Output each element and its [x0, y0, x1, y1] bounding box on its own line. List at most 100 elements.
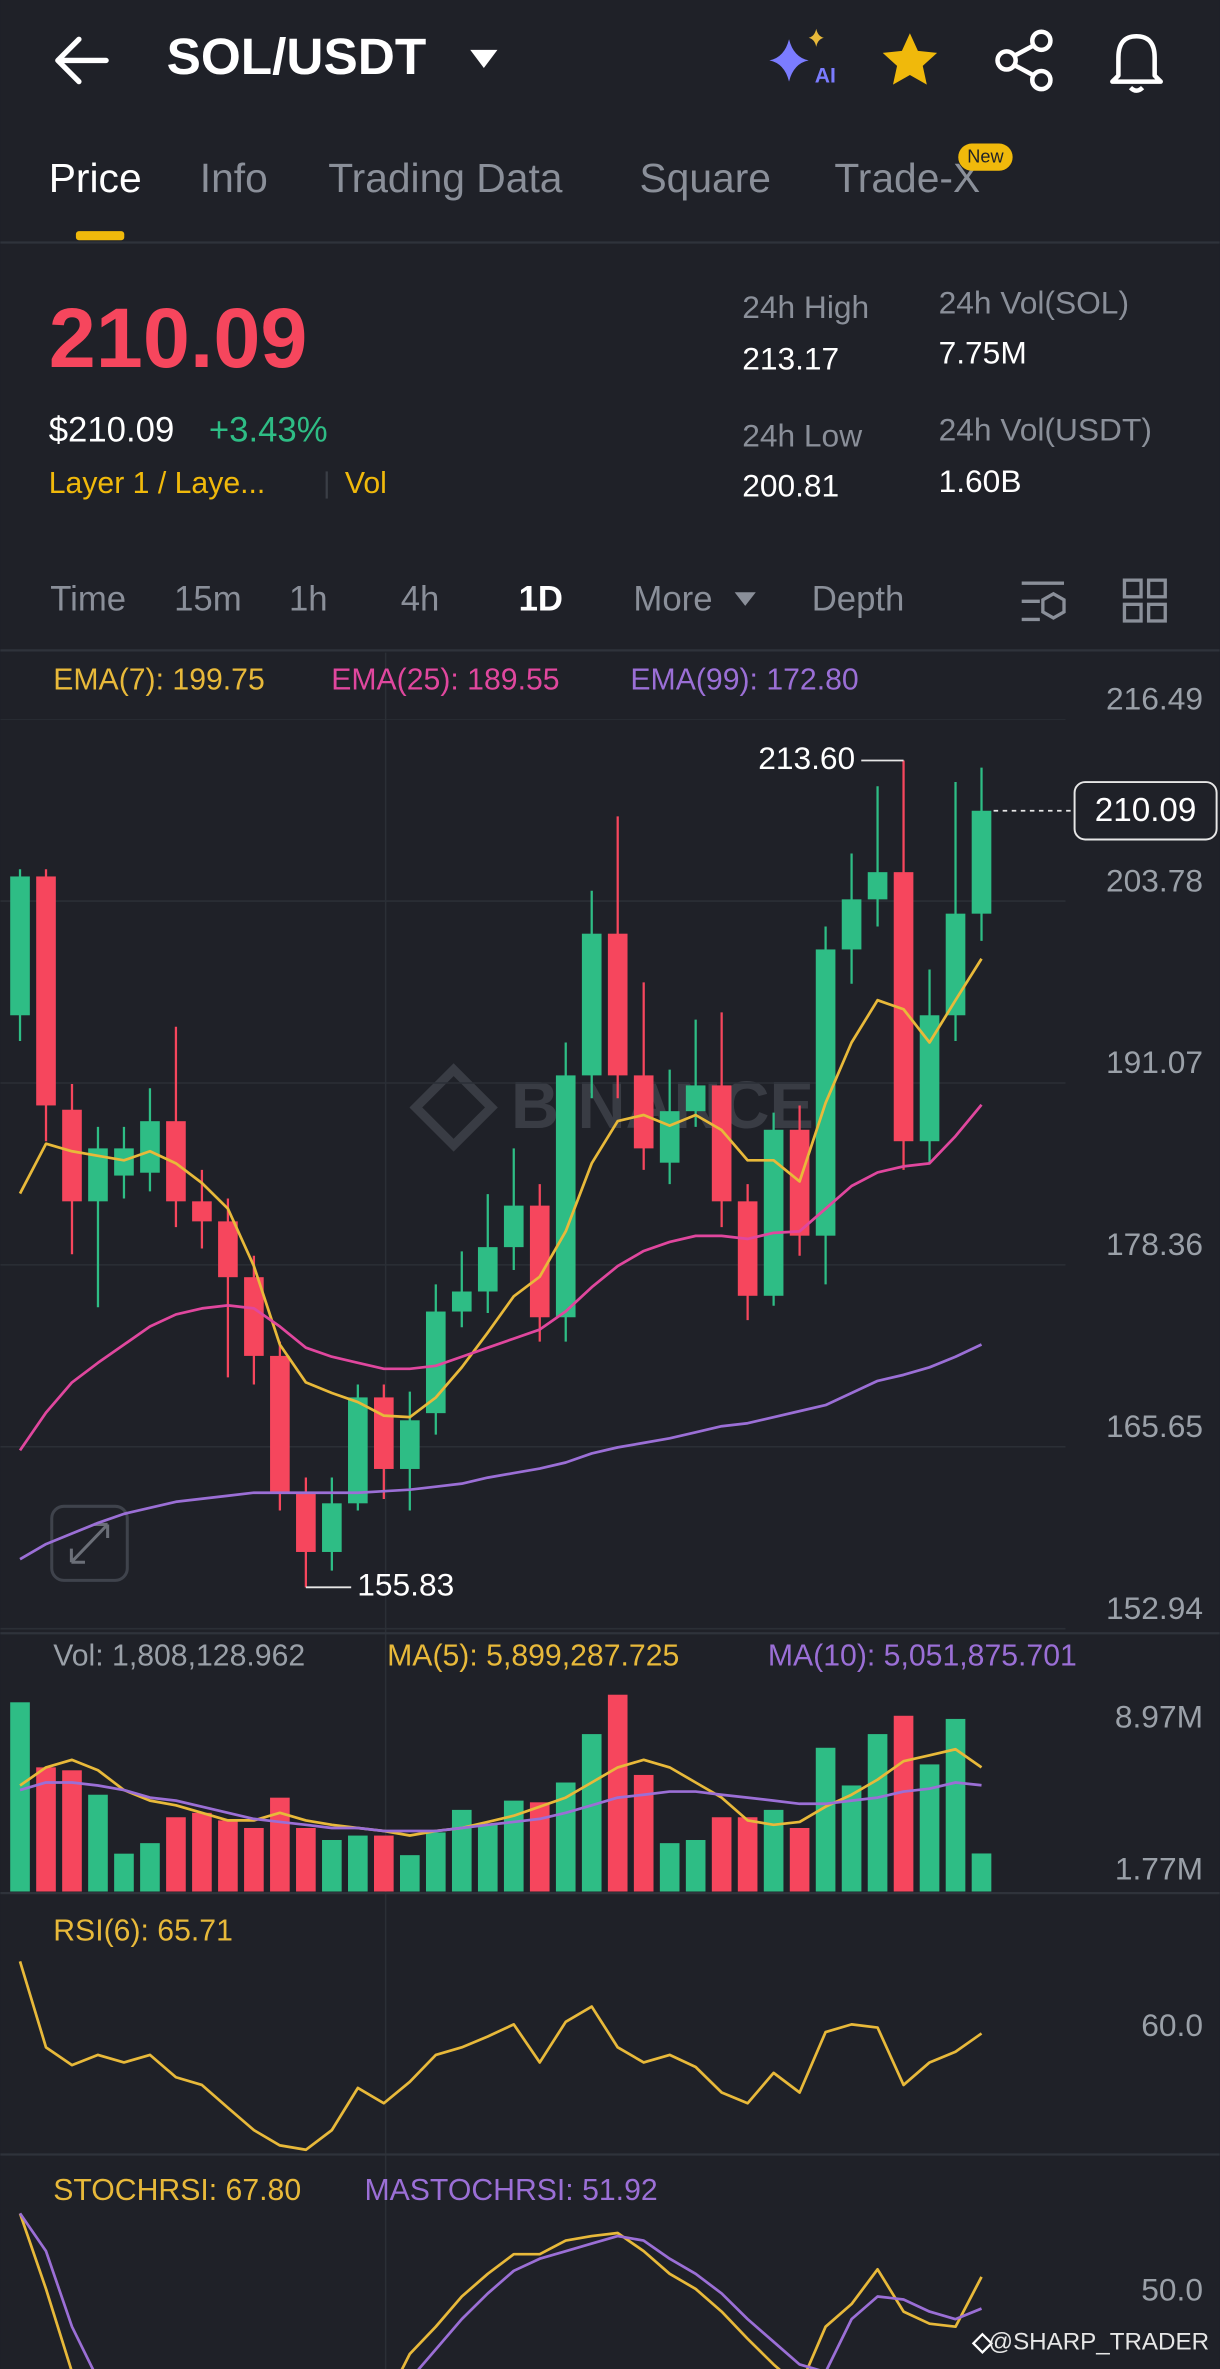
volume-bar — [815, 1747, 836, 1892]
volume-bar — [114, 1853, 134, 1892]
candle-body — [763, 1129, 784, 1296]
usd-price: $210.09 — [49, 411, 175, 449]
price-change: +3.43% — [209, 411, 328, 449]
indicator-line — [18, 2212, 983, 2369]
volume-bar — [555, 1782, 576, 1892]
tab[interactable]: Trading Data — [328, 155, 563, 201]
interval[interactable]: 15m — [174, 580, 242, 618]
candle-body — [451, 1291, 472, 1312]
volume-bar — [244, 1827, 264, 1892]
indicator-line — [19, 1781, 982, 1833]
indicator-line — [19, 1747, 983, 1837]
back-button[interactable] — [55, 36, 109, 85]
credit-logo — [971, 2332, 994, 2354]
more-caret — [734, 592, 756, 606]
pair-title[interactable]: SOL/USDT — [167, 28, 427, 85]
ai-sparkle — [769, 39, 809, 82]
candle-body — [503, 1205, 524, 1248]
candle-body — [192, 1201, 212, 1222]
icon-cell — [1146, 602, 1167, 623]
sector-tag[interactable]: Layer 1 / Laye... — [49, 467, 266, 500]
candle-body — [555, 1075, 576, 1318]
volume-bar — [867, 1734, 888, 1892]
share-button[interactable] — [995, 29, 1053, 92]
stat-value: 1.60B — [939, 463, 1022, 499]
candle-body — [737, 1201, 758, 1296]
candle-body — [529, 1205, 550, 1318]
tab[interactable]: Trade-X — [834, 155, 980, 201]
alerts-bell[interactable] — [1110, 33, 1163, 93]
active-tab-indicator — [75, 231, 125, 241]
volume-bar — [685, 1839, 706, 1892]
volume-bar — [62, 1770, 82, 1892]
volume-bar — [971, 1853, 992, 1892]
volume-bar — [374, 1835, 394, 1892]
volume-bar — [529, 1802, 550, 1892]
chart-panel — [10, 1694, 992, 1892]
interval[interactable]: More — [633, 580, 712, 618]
indicator-line — [18, 958, 983, 1419]
y-tick-label: 1.77M — [1115, 1850, 1203, 1886]
candle-body — [270, 1355, 290, 1494]
y-tick-label: 178.36 — [1106, 1226, 1203, 1262]
legend-entry: EMA(99): 172.80 — [630, 663, 858, 696]
stat-label: 24h Vol(SOL) — [939, 285, 1129, 321]
interval[interactable]: Depth — [812, 580, 905, 618]
candle-body — [893, 872, 914, 1142]
ai-button[interactable]: AI — [769, 28, 836, 88]
charts: 216.49 203.78 191.07 178.36 165.65 152.94 213.… — [0, 663, 1218, 2369]
legend-entry: RSI(6): 65.71 — [53, 1914, 233, 1947]
interval-active[interactable]: 1D — [519, 580, 563, 618]
candle-body — [140, 1121, 160, 1173]
volume-bar — [36, 1767, 56, 1892]
tab[interactable]: Price — [49, 155, 142, 201]
stat-value: 200.81 — [742, 467, 839, 503]
y-tick-label: 8.97M — [1115, 1699, 1203, 1735]
candle-body — [36, 876, 56, 1106]
indicator-line — [18, 1960, 983, 2152]
favorite-star[interactable] — [882, 33, 938, 85]
volume-bar — [607, 1694, 628, 1892]
candle-body — [841, 899, 862, 950]
interval[interactable]: Time — [50, 580, 126, 618]
annotation-label: 155.83 — [357, 1567, 454, 1603]
indicator-settings[interactable] — [1021, 581, 1066, 622]
vol-tag[interactable]: Vol — [345, 467, 387, 500]
candle-body — [425, 1311, 446, 1414]
ai-label: AI — [815, 65, 836, 88]
expand-button[interactable] — [50, 1504, 129, 1582]
legend-entry: MA(5): 5,899,287.725 — [387, 1639, 679, 1672]
volume-bar — [218, 1820, 238, 1892]
stat-label: 24h Low — [742, 418, 862, 454]
indicator-line — [18, 2212, 983, 2369]
interval[interactable]: 4h — [401, 580, 440, 618]
volume-bar — [659, 1843, 680, 1892]
layout-settings[interactable] — [1122, 578, 1167, 623]
share-link — [1013, 43, 1035, 78]
tab[interactable]: Info — [200, 155, 268, 201]
candle-body — [62, 1109, 82, 1202]
pair-caret[interactable] — [470, 49, 498, 68]
y-tick-label: 165.65 — [1106, 1408, 1203, 1444]
stat-label: 24h High — [742, 289, 869, 325]
tab[interactable]: Square — [639, 155, 771, 201]
volume-bar — [893, 1715, 914, 1892]
volume-bar — [296, 1827, 316, 1892]
icon-lines — [1021, 581, 1065, 622]
expand-icon — [69, 1522, 110, 1564]
volume-bar — [711, 1817, 732, 1892]
volume-bar — [10, 1702, 30, 1892]
volume-bar — [399, 1855, 420, 1892]
icon-cell — [1122, 602, 1143, 623]
candle-body — [218, 1221, 238, 1278]
new-badge — [958, 143, 1013, 171]
legend-entry: EMA(25): 189.55 — [331, 663, 559, 696]
legend-entry: MA(10): 5,051,875.701 — [768, 1639, 1077, 1672]
candle-body — [374, 1397, 394, 1469]
stat-value: 7.75M — [939, 334, 1027, 370]
interval[interactable]: 1h — [289, 580, 328, 618]
volume-bar — [841, 1785, 862, 1892]
icon-hex — [1041, 591, 1066, 620]
